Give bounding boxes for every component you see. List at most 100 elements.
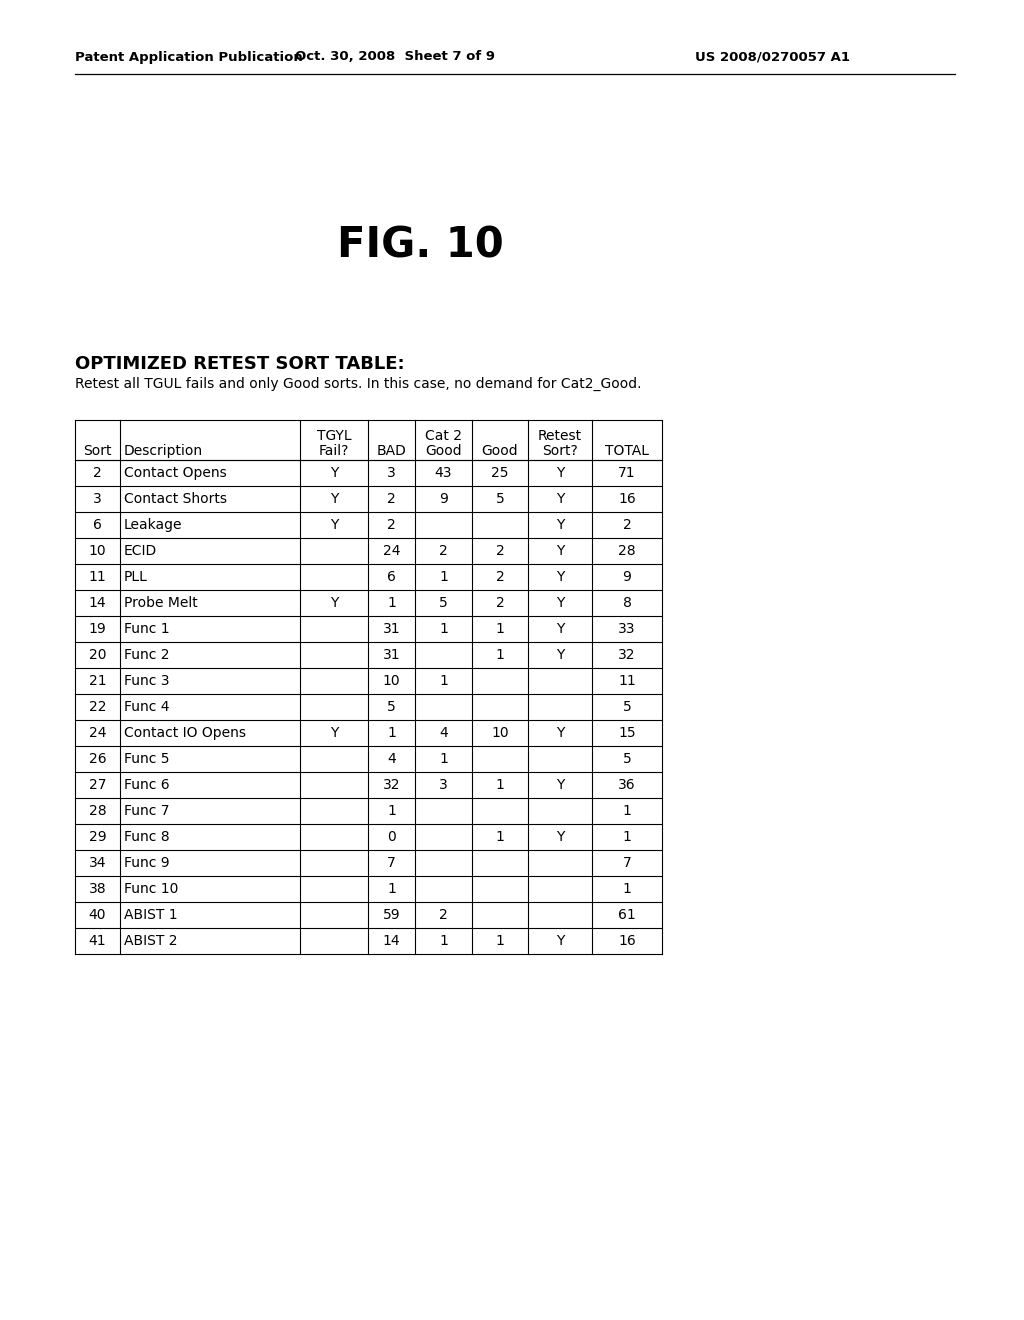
Text: 14: 14 [383,935,400,948]
Text: 1: 1 [439,570,447,583]
Text: Y: Y [330,726,338,741]
Text: 34: 34 [89,855,106,870]
Text: 1: 1 [496,777,505,792]
Text: 1: 1 [439,752,447,766]
Text: Func 7: Func 7 [124,804,170,818]
Text: 0: 0 [387,830,396,843]
Text: 11: 11 [89,570,106,583]
Text: 11: 11 [618,675,636,688]
Text: 3: 3 [439,777,447,792]
Text: Sort: Sort [83,444,112,458]
Text: Good: Good [425,444,462,458]
Text: Y: Y [556,830,564,843]
Text: OPTIMIZED RETEST SORT TABLE:: OPTIMIZED RETEST SORT TABLE: [75,355,404,374]
Text: Func 9: Func 9 [124,855,170,870]
Text: 5: 5 [387,700,396,714]
Text: 33: 33 [618,622,636,636]
Text: Retest: Retest [538,429,582,444]
Text: 27: 27 [89,777,106,792]
Text: 2: 2 [496,570,505,583]
Text: 5: 5 [496,492,505,506]
Text: 2: 2 [93,466,101,480]
Text: 1: 1 [439,622,447,636]
Text: 1: 1 [623,830,632,843]
Text: Func 8: Func 8 [124,830,170,843]
Text: Y: Y [556,517,564,532]
Text: Func 6: Func 6 [124,777,170,792]
Text: 22: 22 [89,700,106,714]
Text: Retest all TGUL fails and only Good sorts. In this case, no demand for Cat2_Good: Retest all TGUL fails and only Good sort… [75,378,641,391]
Text: Y: Y [556,726,564,741]
Text: Y: Y [556,544,564,558]
Text: 36: 36 [618,777,636,792]
Text: Y: Y [556,597,564,610]
Text: Good: Good [481,444,518,458]
Text: 7: 7 [623,855,632,870]
Text: 2: 2 [387,517,396,532]
Text: Y: Y [330,466,338,480]
Text: Func 3: Func 3 [124,675,170,688]
Text: 21: 21 [89,675,106,688]
Text: Patent Application Publication: Patent Application Publication [75,50,303,63]
Text: 1: 1 [439,935,447,948]
Text: Sort?: Sort? [542,444,578,458]
Text: 31: 31 [383,622,400,636]
Text: 31: 31 [383,648,400,663]
Text: 9: 9 [623,570,632,583]
Text: Func 10: Func 10 [124,882,178,896]
Text: 61: 61 [618,908,636,921]
Text: 20: 20 [89,648,106,663]
Text: 1: 1 [623,882,632,896]
Text: 1: 1 [496,830,505,843]
Text: Y: Y [556,935,564,948]
Text: 59: 59 [383,908,400,921]
Text: 2: 2 [387,492,396,506]
Text: 10: 10 [383,675,400,688]
Text: 2: 2 [439,544,447,558]
Text: 3: 3 [93,492,101,506]
Text: 6: 6 [387,570,396,583]
Text: PLL: PLL [124,570,147,583]
Text: 1: 1 [387,597,396,610]
Text: 16: 16 [618,935,636,948]
Text: 7: 7 [387,855,396,870]
Text: 1: 1 [387,726,396,741]
Text: BAD: BAD [377,444,407,458]
Text: 24: 24 [383,544,400,558]
Text: Y: Y [556,466,564,480]
Text: Y: Y [330,597,338,610]
Text: Y: Y [556,570,564,583]
Text: 4: 4 [439,726,447,741]
Text: 2: 2 [623,517,632,532]
Text: 40: 40 [89,908,106,921]
Text: ABIST 1: ABIST 1 [124,908,177,921]
Text: 1: 1 [387,882,396,896]
Text: Y: Y [556,648,564,663]
Text: 28: 28 [618,544,636,558]
Text: 8: 8 [623,597,632,610]
Text: Func 2: Func 2 [124,648,170,663]
Text: Leakage: Leakage [124,517,182,532]
Text: 32: 32 [383,777,400,792]
Text: 4: 4 [387,752,396,766]
Text: 5: 5 [439,597,447,610]
Text: 29: 29 [89,830,106,843]
Text: 14: 14 [89,597,106,610]
Text: Cat 2: Cat 2 [425,429,462,444]
Text: Y: Y [556,777,564,792]
Text: Func 4: Func 4 [124,700,170,714]
Text: 5: 5 [623,700,632,714]
Text: 41: 41 [89,935,106,948]
Text: Fail?: Fail? [318,444,349,458]
Text: 5: 5 [623,752,632,766]
Text: 15: 15 [618,726,636,741]
Text: Oct. 30, 2008  Sheet 7 of 9: Oct. 30, 2008 Sheet 7 of 9 [295,50,495,63]
Text: 1: 1 [623,804,632,818]
Text: Y: Y [330,492,338,506]
Text: 6: 6 [93,517,102,532]
Text: 1: 1 [496,935,505,948]
Text: Func 1: Func 1 [124,622,170,636]
Text: 2: 2 [496,544,505,558]
Text: TGYL: TGYL [316,429,351,444]
Text: Probe Melt: Probe Melt [124,597,198,610]
